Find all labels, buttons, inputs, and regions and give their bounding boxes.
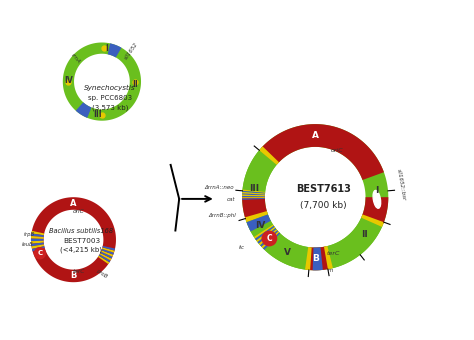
Ellipse shape [373,190,381,208]
Polygon shape [324,246,333,269]
Polygon shape [242,192,265,197]
Polygon shape [256,227,275,242]
Text: C: C [37,250,43,256]
Text: Bacillus subtilis168: Bacillus subtilis168 [49,228,114,234]
Text: III: III [93,110,101,119]
Polygon shape [308,246,330,270]
Text: (<4,215 kb): (<4,215 kb) [61,246,102,253]
Text: III: III [249,184,259,193]
Polygon shape [305,247,312,270]
Circle shape [262,231,276,246]
Polygon shape [32,246,45,251]
Polygon shape [242,192,265,194]
Polygon shape [31,236,44,239]
Text: oriC: oriC [331,148,344,153]
Polygon shape [326,216,383,269]
Text: terC: terC [72,269,85,274]
Polygon shape [242,198,265,200]
Polygon shape [246,215,271,232]
Text: IV: IV [64,76,73,85]
Polygon shape [100,252,112,259]
Text: A: A [312,131,319,140]
Text: I: I [375,186,378,195]
Text: B: B [312,254,319,264]
Text: Synechocystis: Synechocystis [84,85,136,91]
Polygon shape [254,225,274,239]
Polygon shape [245,211,268,222]
Text: ΔrrnA::neo: ΔrrnA::neo [204,185,234,190]
Polygon shape [98,256,109,264]
Polygon shape [102,248,115,253]
Polygon shape [100,253,111,260]
Polygon shape [242,191,265,194]
Text: II: II [132,80,138,89]
Polygon shape [31,231,44,235]
Polygon shape [76,102,91,118]
Polygon shape [313,247,323,270]
Polygon shape [242,190,265,193]
Text: BEST7613: BEST7613 [296,184,351,194]
Text: BEST7003: BEST7003 [63,238,100,244]
Text: sll1652: sll1652 [124,41,139,61]
Polygon shape [242,194,267,220]
Polygon shape [101,250,113,257]
Polygon shape [102,246,115,251]
Text: m: m [328,268,333,273]
Polygon shape [99,254,110,262]
Polygon shape [246,213,310,270]
Polygon shape [257,228,276,244]
Polygon shape [361,215,384,227]
Polygon shape [362,197,388,225]
Text: sp. PCC6803: sp. PCC6803 [88,95,132,101]
Text: proB: proB [95,268,109,279]
Polygon shape [242,124,388,270]
Polygon shape [259,147,279,165]
Text: I: I [105,44,108,53]
Polygon shape [101,249,114,255]
Polygon shape [242,194,265,196]
Polygon shape [108,44,121,57]
Text: II: II [361,230,368,239]
Text: (7,700 kb): (7,700 kb) [300,201,346,210]
Text: rrnA: rrnA [70,52,82,65]
Text: A: A [70,199,77,208]
Polygon shape [242,197,265,199]
Polygon shape [242,193,265,195]
Text: leuB: leuB [22,242,34,247]
Text: oriC: oriC [73,209,84,214]
Text: (3,573 kb): (3,573 kb) [92,104,128,111]
Text: ΔrrnB::phl: ΔrrnB::phl [209,213,236,218]
Polygon shape [63,42,141,121]
Polygon shape [261,124,384,180]
Text: cat: cat [227,197,235,202]
Polygon shape [31,242,44,246]
Polygon shape [242,148,278,196]
Text: B: B [70,271,77,280]
Polygon shape [259,229,277,245]
Polygon shape [262,231,279,248]
Text: IV: IV [255,221,265,230]
Text: trpB: trpB [24,232,35,237]
Polygon shape [31,244,44,249]
Text: C: C [266,234,272,243]
Polygon shape [31,239,44,241]
Polygon shape [255,226,274,240]
Polygon shape [31,197,116,282]
Polygon shape [242,196,265,197]
Text: lic: lic [239,245,245,250]
Circle shape [35,248,46,259]
Polygon shape [263,233,280,250]
Text: terC: terC [327,251,340,256]
Text: V: V [284,248,291,257]
Text: sll1652::bsr: sll1652::bsr [396,169,407,201]
Polygon shape [260,230,278,247]
Polygon shape [31,234,44,237]
Polygon shape [31,241,44,244]
